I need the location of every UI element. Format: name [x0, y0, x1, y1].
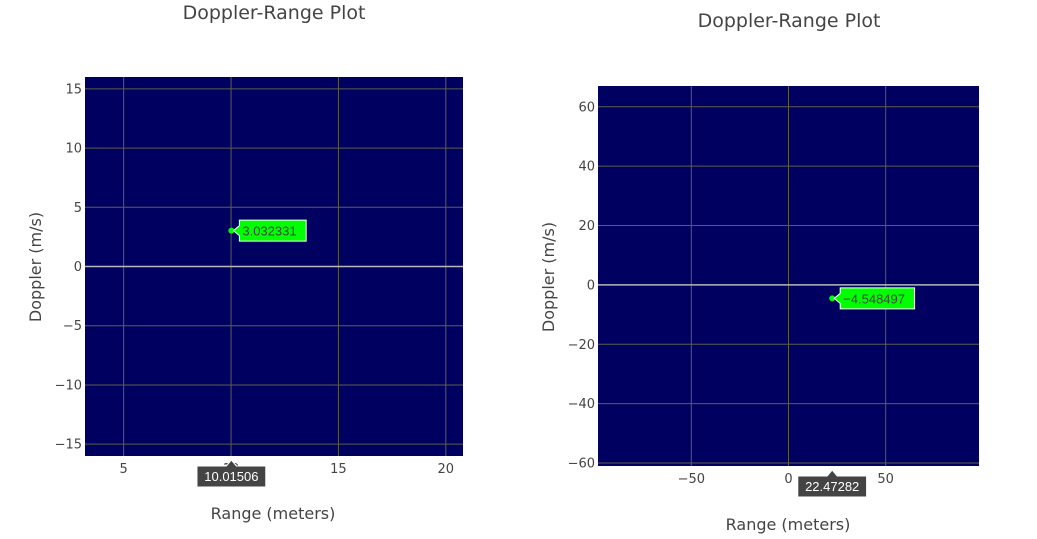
y-tick-label: 40: [578, 160, 595, 175]
y-tick-label: 60: [578, 100, 595, 115]
y-tick-label: −5: [63, 319, 82, 334]
y-tick-label: 10: [65, 142, 82, 157]
x-tick-label: 20: [438, 462, 455, 477]
hover-x-box: [196, 459, 267, 488]
x-tick-label: 15: [330, 462, 347, 477]
y-tick-label: 0: [74, 260, 82, 275]
hover-y-box: [232, 219, 307, 242]
data-point[interactable]: [228, 227, 235, 234]
data-point[interactable]: [829, 295, 836, 302]
tick-labels: −50 0 50 −60 −40 −20 0 20 40 60: [568, 100, 894, 487]
chart-title: Doppler-Range Plot: [183, 2, 366, 24]
y-tick-label: 15: [65, 82, 82, 97]
x-tick-label: 5: [120, 462, 128, 477]
y-tick-label: −60: [568, 457, 595, 472]
hover-y-value: −4.548497: [843, 291, 905, 306]
data-points[interactable]: [829, 295, 836, 302]
chart-left: Doppler-Range Plot 5101520−15−10−5051015…: [26, 2, 463, 523]
hover-x-value: 10.01506: [204, 469, 258, 484]
y-tick-label: −20: [568, 338, 595, 353]
x-axis-title: Range (meters): [211, 504, 336, 523]
x-tick-label: 0: [784, 472, 792, 487]
y-tick-label: −10: [55, 378, 82, 393]
data-points[interactable]: [228, 227, 235, 234]
grid-lines: [598, 86, 979, 466]
y-axis-title: Doppler (m/s): [26, 212, 45, 322]
x-tick-label: −50: [678, 472, 705, 487]
y-tick-label: 5: [74, 201, 82, 216]
hover-labels: 3.032331 10.01506: [196, 219, 307, 488]
grid-lines: [85, 77, 463, 456]
y-axis-title: Doppler (m/s): [539, 222, 558, 332]
hover-x-value: 22.47282: [805, 479, 859, 494]
x-tick-label: 50: [877, 472, 894, 487]
y-tick-label: −40: [568, 397, 595, 412]
x-axis-title: Range (meters): [726, 515, 851, 534]
hover-y-value: 3.032331: [242, 224, 296, 239]
y-tick-label: 20: [578, 219, 595, 234]
y-tick-label: −15: [55, 438, 82, 453]
chart-right: Doppler-Range Plot −50 0 50 −60 −40 −20 0 20 40 6…: [539, 10, 979, 534]
hover-y-box: [833, 287, 916, 310]
chart-title: Doppler-Range Plot: [698, 10, 881, 32]
hover-x-box: [797, 469, 868, 498]
hover-labels: −4.548497 22.47282: [797, 287, 916, 498]
y-tick-label: 0: [587, 278, 595, 293]
